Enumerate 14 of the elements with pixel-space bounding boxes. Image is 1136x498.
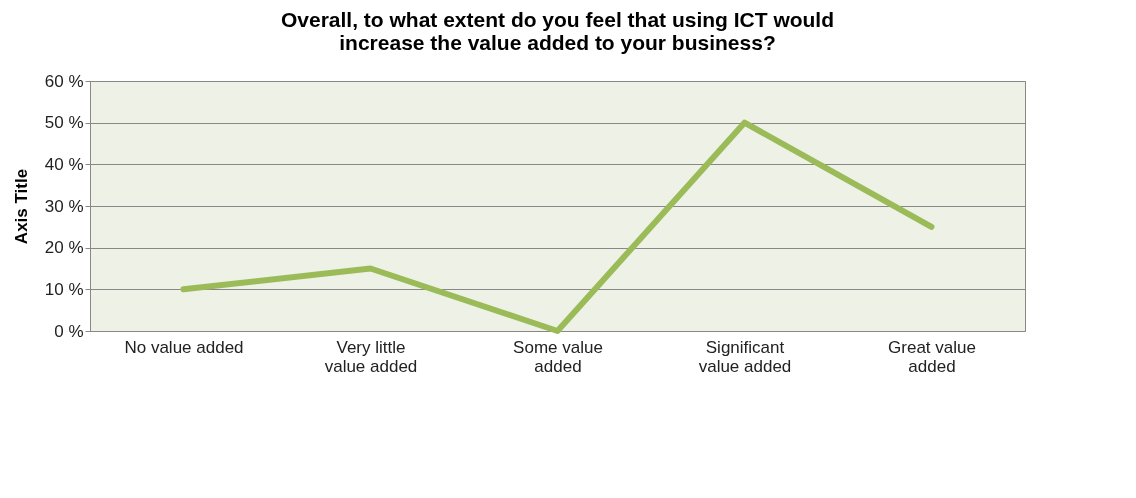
y-axis-title: Axis Title <box>11 168 31 245</box>
y-tick-label: 40 % <box>44 154 84 174</box>
chart-title: Overall, to what extent do you feel that using ICT would increase the value added to your business? <box>280 8 835 54</box>
x-tick-label: Great value added <box>888 337 976 376</box>
y-tick-label: 50 % <box>44 113 84 133</box>
y-tick-label: 10 % <box>44 279 84 299</box>
x-tick-label: Significant value added <box>698 337 792 376</box>
x-tick-label: Very little value added <box>324 337 418 376</box>
y-tick-label: 20 % <box>44 238 84 258</box>
x-tick-label: Some value added <box>513 337 603 376</box>
x-tick-label: No value added <box>124 337 244 357</box>
y-tick-label: 0 % <box>54 321 84 341</box>
y-tick-label: 30 % <box>44 196 84 216</box>
y-tick-label: 60 % <box>44 71 84 91</box>
